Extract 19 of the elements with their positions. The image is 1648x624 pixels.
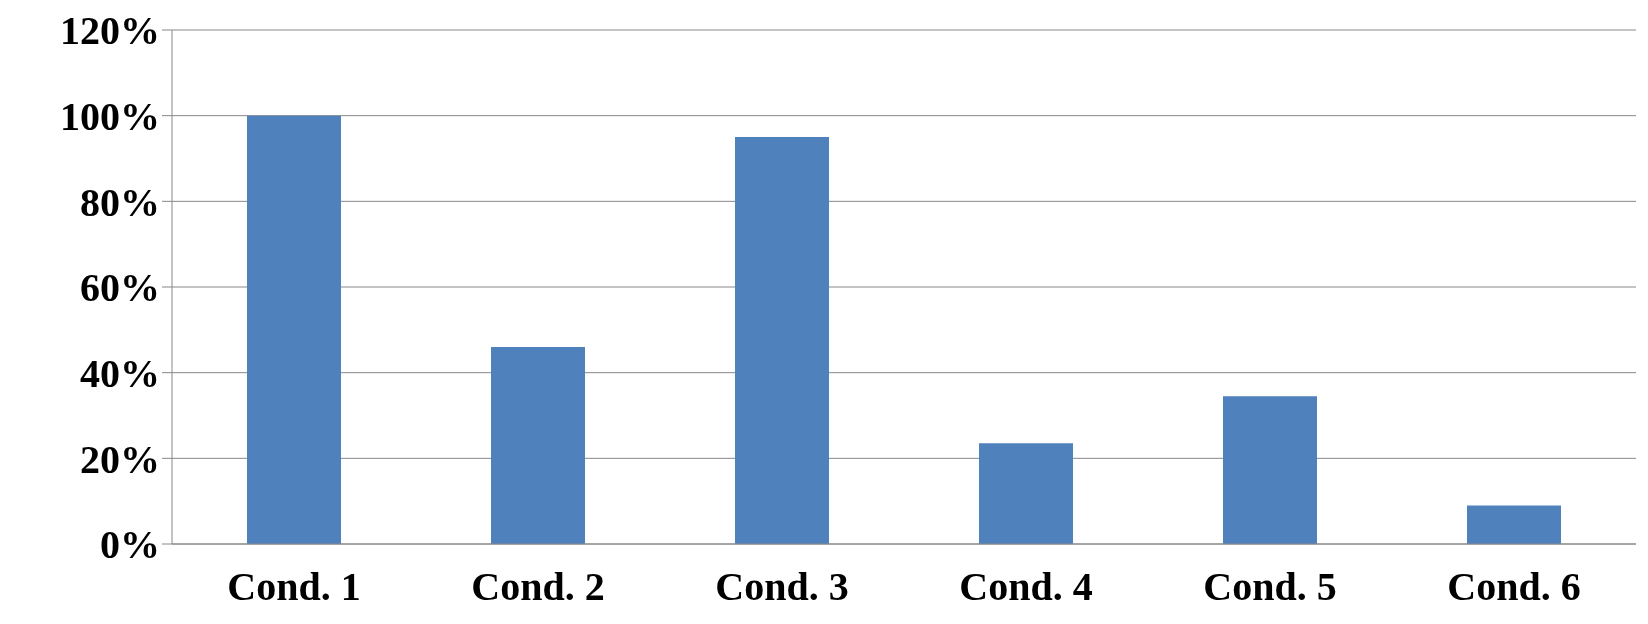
- y-tick-label: 100%: [60, 93, 160, 139]
- x-tick-label: Cond. 1: [227, 564, 361, 610]
- bar: [1467, 505, 1561, 544]
- bar: [1223, 396, 1317, 544]
- bar: [491, 346, 585, 544]
- bar: [735, 137, 829, 544]
- y-tick-label: 40%: [80, 350, 160, 396]
- x-tick-label: Cond. 4: [959, 564, 1093, 610]
- y-tick-label: 20%: [80, 436, 160, 482]
- y-tick-label: 120%: [60, 8, 160, 54]
- y-tick-label: 80%: [80, 179, 160, 225]
- x-tick-label: Cond. 3: [715, 564, 849, 610]
- x-tick-label: Cond. 6: [1447, 564, 1581, 610]
- x-tick-label: Cond. 2: [471, 564, 605, 610]
- y-tick-label: 60%: [80, 265, 160, 311]
- bar: [979, 443, 1073, 544]
- y-tick-label: 0%: [100, 522, 160, 568]
- x-tick-label: Cond. 5: [1203, 564, 1337, 610]
- bar: [247, 115, 341, 544]
